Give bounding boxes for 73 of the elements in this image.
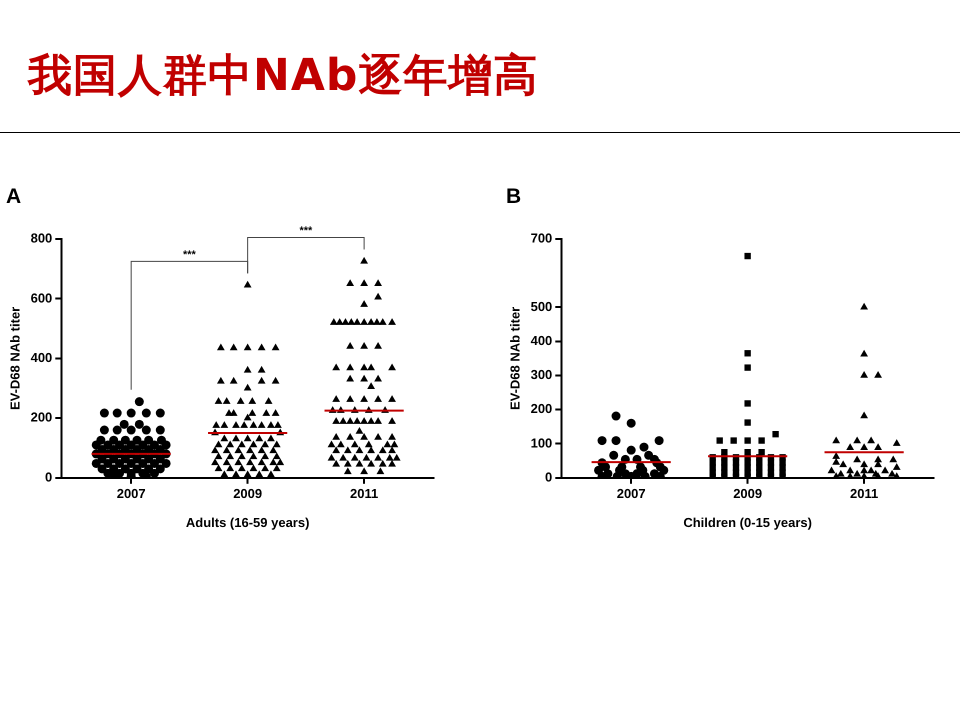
- point: [874, 370, 882, 378]
- point: [874, 456, 882, 462]
- y-tick-label: 400: [530, 332, 552, 348]
- text: B: [506, 185, 522, 209]
- point: [744, 400, 751, 407]
- point: [744, 419, 751, 426]
- point: [832, 458, 840, 465]
- point: [853, 436, 862, 444]
- point: [730, 437, 737, 444]
- point: [716, 437, 723, 444]
- text: ***: [299, 225, 314, 238]
- y-tick-label: 200: [30, 410, 52, 425]
- point: [772, 430, 779, 438]
- chart-title: 我国人群中NAb逐年增高: [28, 49, 538, 103]
- point: [853, 456, 862, 462]
- point: [758, 437, 765, 444]
- point: [609, 450, 618, 460]
- point: [836, 470, 845, 477]
- point: [832, 452, 840, 459]
- point: [867, 466, 876, 474]
- point: [626, 446, 636, 455]
- annotation: ***: [182, 248, 197, 261]
- point: [744, 437, 751, 444]
- y-tick-label: 800: [30, 230, 52, 246]
- point: [832, 436, 840, 444]
- point: [892, 439, 901, 446]
- point: [867, 436, 876, 444]
- point: [846, 466, 854, 474]
- point: [881, 466, 889, 474]
- point: [612, 412, 621, 421]
- point: [846, 443, 854, 450]
- x-tick-label: 2007: [616, 486, 646, 502]
- point: [860, 443, 868, 450]
- text: A: [6, 185, 22, 209]
- x-axis-title: Children (0-15 years): [683, 514, 812, 530]
- point: [860, 412, 868, 418]
- point: [874, 443, 882, 450]
- y-tick-label: 100: [530, 435, 552, 450]
- point: [828, 466, 836, 474]
- x-tick-label: 2011: [850, 486, 878, 502]
- y-tick-label: 300: [530, 367, 552, 382]
- point: [892, 463, 901, 470]
- point: [612, 436, 621, 446]
- point: [860, 460, 868, 468]
- y-tick-label: 400: [30, 350, 52, 365]
- point: [744, 252, 751, 260]
- point: [889, 456, 898, 462]
- point: [888, 470, 896, 477]
- point: [839, 460, 848, 468]
- point: [860, 466, 868, 474]
- y-tick-label: 200: [530, 401, 552, 416]
- x-tick-label: 2009: [233, 486, 262, 502]
- point: [639, 442, 648, 452]
- y-axis-title: EV-D68 NAb titer: [7, 306, 22, 410]
- y-tick-label: 600: [30, 290, 52, 306]
- point: [853, 470, 862, 477]
- point: [860, 370, 868, 378]
- point: [626, 418, 636, 428]
- y-axis-title: EV-D68 NAb titer: [507, 306, 522, 410]
- point: [860, 350, 868, 357]
- x-tick-label: 2007: [116, 486, 146, 502]
- point: [744, 350, 751, 356]
- x-axis-title: Adults (16-59 years): [186, 514, 310, 530]
- point: [744, 364, 751, 371]
- x-tick-label: 2009: [733, 486, 762, 502]
- point: [860, 302, 868, 310]
- y-tick-label: 0: [545, 469, 552, 484]
- y-tick-label: 700: [530, 230, 552, 246]
- point: [598, 436, 607, 446]
- y-tick-label: 500: [530, 298, 552, 314]
- x-tick-label: 2011: [350, 486, 378, 502]
- y-tick-label: 0: [45, 469, 52, 484]
- point: [654, 436, 664, 446]
